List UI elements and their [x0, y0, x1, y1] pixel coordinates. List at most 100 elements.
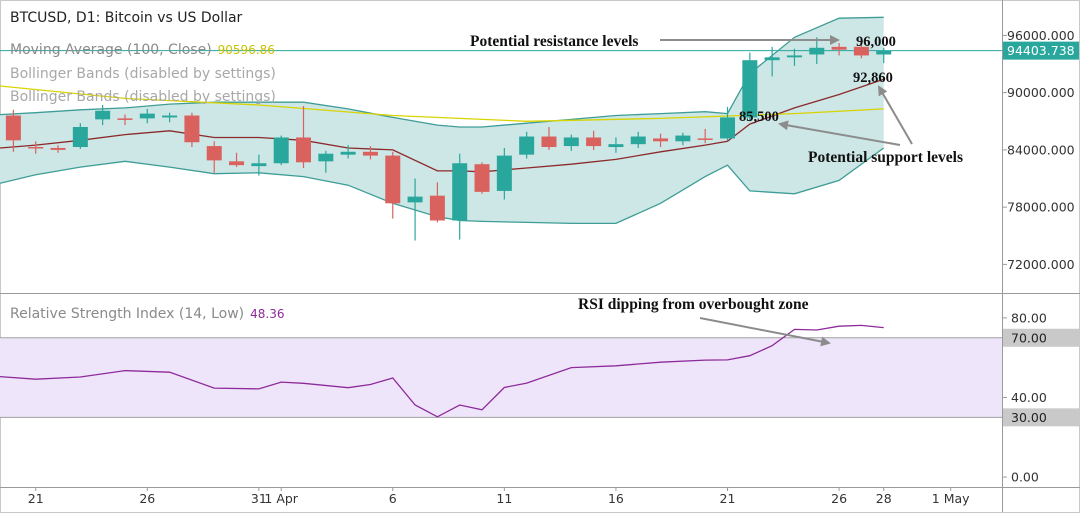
- candle-body: [586, 137, 602, 147]
- rsi-axis-tick-label: 80.00: [1011, 310, 1047, 325]
- candle: [162, 112, 178, 123]
- annotation-rsi-arrow: [699, 317, 831, 347]
- bollinger-upper-line: [0, 16, 884, 128]
- candle-body: [720, 117, 736, 139]
- candle-body: [697, 138, 713, 140]
- candle: [117, 114, 133, 126]
- legend-rsi[interactable]: Relative Strength Index (14, Low) 48.36: [10, 306, 284, 322]
- candle-body: [764, 57, 780, 61]
- annotation-rsi-label: RSI dipping from overbought zone: [578, 296, 809, 313]
- candle-body: [876, 50, 892, 55]
- candle-body: [474, 164, 490, 192]
- annotation-support-92860: 92,860: [853, 70, 893, 86]
- candle-body: [251, 163, 267, 167]
- annotation-support-label: Potential support levels: [808, 149, 963, 166]
- candle: [586, 130, 602, 150]
- candle: [608, 137, 624, 153]
- candle-body: [831, 46, 847, 50]
- candle: [5, 109, 21, 152]
- candle: [385, 151, 401, 219]
- candle-body: [184, 115, 200, 143]
- rsi-level-label: 70.00: [1011, 330, 1047, 345]
- rsi-axis-tick-label: 0.00: [1011, 470, 1039, 485]
- candle: [809, 37, 825, 65]
- candle-body: [362, 151, 378, 156]
- candle-body: [5, 115, 21, 141]
- candle-body: [429, 195, 445, 221]
- candle-body: [28, 147, 44, 149]
- candle-body: [162, 115, 178, 118]
- time-axis-tick-label: 16: [608, 491, 624, 506]
- candle: [407, 178, 423, 241]
- candle-body: [50, 147, 66, 150]
- candle: [139, 108, 155, 124]
- candle-body: [318, 153, 334, 162]
- candle: [296, 105, 312, 169]
- price-axis-tick-label: 96000.000: [1007, 28, 1075, 43]
- candle: [831, 43, 847, 56]
- candle: [362, 146, 378, 160]
- chart-title: BTCUSD, D1: Bitcoin vs US Dollar: [10, 10, 243, 26]
- candle-body: [853, 46, 869, 56]
- rsi-level-label: 30.00: [1011, 410, 1047, 425]
- candle-body: [206, 146, 222, 161]
- moving-average-line: [0, 85, 884, 122]
- candle: [720, 106, 736, 141]
- candle: [563, 134, 579, 151]
- annotation-support-85500: 85,500: [739, 109, 779, 125]
- candle-body: [95, 110, 111, 120]
- rsi-level-box: [1003, 408, 1079, 427]
- candle: [206, 141, 222, 173]
- candle-body: [653, 138, 669, 142]
- candle-body: [608, 144, 624, 148]
- candle-body: [519, 136, 535, 155]
- annotation-support-arrow-lower: [778, 120, 901, 146]
- candle-body: [809, 47, 825, 55]
- candle-body: [229, 161, 245, 166]
- bollinger-band-fill: [0, 17, 884, 224]
- time-axis-tick-label: 21: [720, 491, 736, 506]
- candle: [184, 112, 200, 148]
- legend-bollinger-1[interactable]: Bollinger Bands (disabled by settings): [10, 66, 276, 82]
- candle: [675, 132, 691, 146]
- candle: [72, 123, 88, 149]
- time-axis-tick-label: 26: [139, 491, 155, 506]
- candle: [697, 128, 713, 144]
- candle-body: [496, 155, 512, 191]
- legend-bollinger-2[interactable]: Bollinger Bands (disabled by settings): [10, 89, 276, 105]
- annotation-resistance-96000: 96,000: [856, 34, 896, 50]
- candle: [541, 126, 557, 150]
- candle: [786, 48, 802, 66]
- candle-body: [742, 60, 758, 118]
- candle: [318, 150, 334, 173]
- candle: [853, 38, 869, 59]
- candle-body: [117, 118, 133, 120]
- candle-body: [139, 113, 155, 119]
- candle-body: [563, 137, 579, 147]
- candle: [876, 47, 892, 64]
- candle-body: [452, 163, 468, 221]
- candle: [452, 153, 468, 240]
- price-axis-tick-label: 84000.000: [1007, 142, 1075, 157]
- candle: [251, 154, 267, 176]
- time-axis-tick-label: 11: [496, 491, 512, 506]
- rsi-axis-tick-label: 40.00: [1011, 390, 1047, 405]
- candle: [229, 152, 245, 168]
- candle: [519, 131, 535, 159]
- price-axis-tick-label: 90000.000: [1007, 85, 1075, 100]
- legend-ma-label: Moving Average (100, Close): [10, 42, 212, 58]
- candle-body: [541, 136, 557, 148]
- time-axis-tick-label: 31: [251, 491, 267, 506]
- annotation-support-arrow-upper: [877, 85, 913, 145]
- candle-body: [385, 155, 401, 204]
- candle: [95, 105, 111, 126]
- rsi-line: [0, 324, 884, 418]
- current-price-label: 94403.738: [1007, 43, 1075, 58]
- legend-moving-average[interactable]: Moving Average (100, Close) 90596.86: [10, 42, 275, 58]
- candle-body: [630, 136, 646, 145]
- candle-body: [786, 55, 802, 58]
- time-axis-tick-label: 21: [28, 491, 44, 506]
- candle: [474, 162, 490, 194]
- candle: [630, 131, 646, 148]
